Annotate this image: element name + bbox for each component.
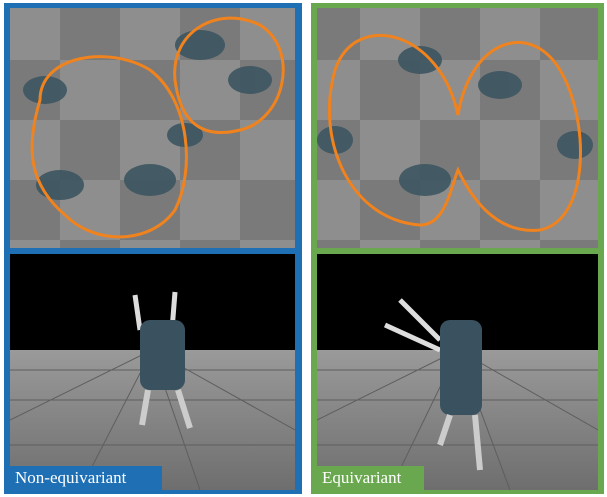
top-view — [10, 8, 295, 248]
trajectory — [30, 16, 285, 239]
panel-equivariant: Equivariant — [311, 3, 604, 494]
robot-right — [383, 298, 483, 471]
robots — [317, 46, 593, 196]
label: Non-equivariant — [15, 468, 127, 487]
top-view — [317, 8, 598, 248]
label-box — [10, 466, 162, 490]
label-box — [317, 466, 424, 490]
panel-non-equivariant: Non-equivariant — [4, 3, 302, 494]
trajectory — [327, 33, 582, 232]
robot-left — [132, 291, 193, 429]
label: Equivariant — [322, 468, 402, 487]
